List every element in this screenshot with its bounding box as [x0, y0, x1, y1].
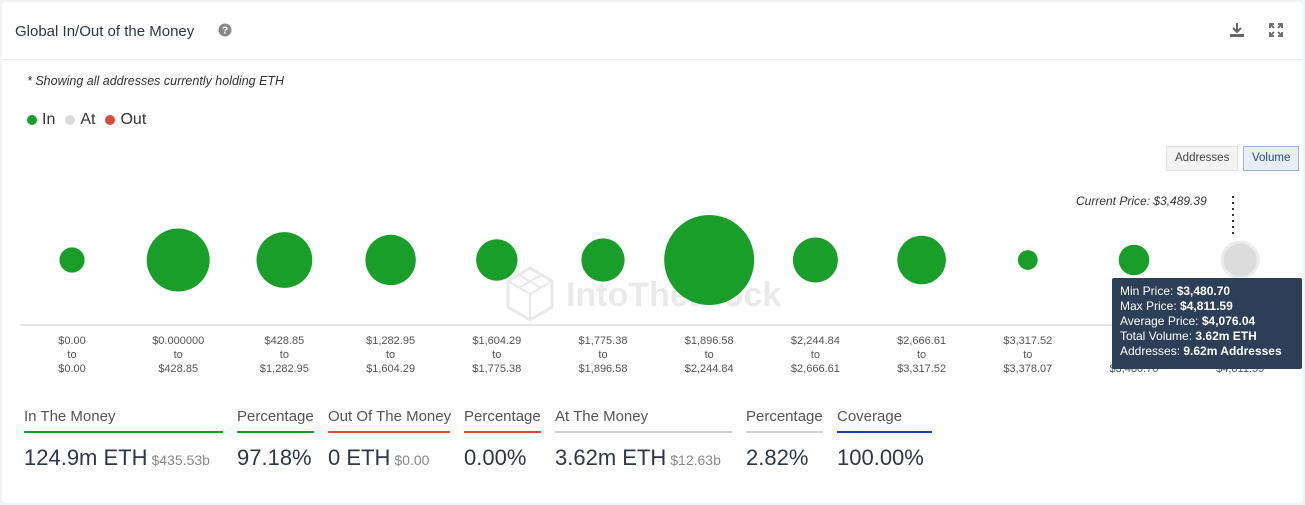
stat-value-main: 3.62m ETH — [555, 445, 667, 470]
svg-text:?: ? — [222, 26, 228, 37]
stat-label: At The Money — [555, 408, 732, 433]
bubble-11[interactable] — [1118, 244, 1150, 276]
stat-coverage: Coverage 100.00% — [837, 408, 932, 471]
volume-toggle-button[interactable]: Volume — [1243, 146, 1300, 171]
bubble-2[interactable] — [146, 228, 210, 292]
tick-label-6: $1,775.38 to $1,896.58 — [579, 335, 628, 375]
stat-value-main: 0 ETH — [328, 445, 391, 470]
tooltip-avg-value: $4,076.04 — [1201, 314, 1256, 328]
download-icon[interactable] — [1228, 21, 1246, 44]
stat-label: Out Of The Money — [328, 408, 451, 433]
tooltip-min-price-row: Min Price: $3,480.70 — [1120, 284, 1294, 299]
tick-label-7: $1,896.58 to $2,244.84 — [685, 335, 734, 375]
tick-label-2: $0.000000 to $428.85 — [152, 335, 204, 375]
stat-at-the-money: At The Money 3.62m ETH $12.63b — [555, 408, 732, 471]
card-header: Global In/Out of the Money ? — [2, 2, 1303, 60]
legend-item-out[interactable]: Out — [105, 111, 146, 129]
tooltip-volume-row: Total Volume: 3.62m ETH — [1120, 329, 1294, 344]
question-circle-icon[interactable]: ? — [218, 23, 232, 42]
tooltip-max-label: Max Price: — [1120, 299, 1177, 313]
bubble-1[interactable] — [59, 247, 85, 273]
tooltip-avg-label: Average Price: — [1120, 314, 1199, 328]
bubbles-group — [59, 215, 1260, 305]
stat-value-main: 124.9m ETH — [24, 445, 148, 470]
stat-in-the-money: In The Money 124.9m ETH $435.53b — [24, 408, 223, 471]
tooltip-min-value: $3,480.70 — [1176, 284, 1231, 298]
stat-value: 0 ETH $0.00 — [328, 445, 450, 471]
stat-value: 3.62m ETH $12.63b — [555, 445, 732, 471]
legend-label-out: Out — [120, 111, 147, 128]
bubble-tooltip: Min Price: $3,480.70 Max Price: $4,811.5… — [1112, 278, 1302, 369]
tick-label-10: $3,317.52 to $3,378.07 — [1003, 335, 1052, 375]
tooltip-volume-value: 3.62m ETH — [1195, 329, 1257, 343]
tooltip-addresses-value: 9.62m Addresses — [1183, 344, 1282, 358]
legend-label-in: In — [42, 111, 56, 128]
legend-dot-in — [27, 115, 37, 125]
legend: In At Out — [27, 111, 146, 129]
stat-value: 100.00% — [837, 445, 924, 470]
tooltip-addresses-label: Addresses: — [1120, 344, 1181, 358]
stat-value: 0.00% — [464, 445, 527, 470]
tick-label-5: $1,604.29 to $1,775.38 — [472, 335, 521, 375]
legend-dot-at — [65, 115, 76, 125]
tooltip-addresses-row: Addresses: 9.62m Addresses — [1120, 344, 1294, 359]
stat-out-of-the-money: Out Of The Money 0 ETH $0.00 — [328, 408, 451, 471]
stat-value: 97.18% — [237, 445, 312, 470]
bubble-3[interactable] — [256, 232, 313, 288]
legend-item-at[interactable]: At — [65, 111, 95, 129]
tick-labels-group: $0.00 to $0.00 $0.000000 to $428.85 $428.85 to $… — [58, 335, 1264, 375]
stat-label: Coverage — [837, 408, 932, 433]
stat-value-sub: $12.63b — [670, 452, 721, 468]
stat-out-percentage: Percentage 0.00% — [464, 408, 541, 471]
legend-label-at: At — [80, 111, 96, 128]
stat-value-sub: $435.53b — [151, 452, 210, 468]
card-title: Global In/Out of the Money — [15, 23, 195, 40]
bubble-chart: IntoTheBlock $0.00 to $0.00$0.000000 to $428… — [20, 196, 1301, 375]
stat-label: Percentage — [746, 408, 823, 433]
stat-label: Percentage — [464, 408, 541, 433]
stat-value-sub: $0.00 — [394, 452, 430, 468]
stat-at-percentage: Percentage 2.82% — [746, 408, 823, 471]
expand-icon[interactable] — [1268, 22, 1284, 43]
tooltip-max-value: $4,811.59 — [1180, 299, 1233, 313]
legend-dot-out — [105, 115, 116, 125]
bubble-6[interactable] — [581, 238, 625, 282]
bubble-12[interactable] — [1220, 240, 1260, 280]
stat-label: Percentage — [237, 408, 314, 433]
tooltip-min-label: Min Price: — [1120, 284, 1174, 298]
bubble-4[interactable] — [365, 234, 416, 286]
legend-item-in[interactable]: In — [27, 111, 55, 129]
tooltip-max-price-row: Max Price: $4,811.59 — [1120, 299, 1294, 314]
bubble-8[interactable] — [792, 237, 838, 283]
current-price-label: Current Price: $3,489.39 — [1076, 194, 1207, 208]
addresses-toggle-button[interactable]: Addresses — [1166, 146, 1239, 171]
tick-label-3: $428.85 to $1,282.95 — [260, 335, 309, 375]
bubble-9[interactable] — [897, 235, 946, 285]
bubble-7[interactable] — [664, 215, 755, 305]
tick-label-4: $1,282.95 to $1,604.29 — [366, 335, 415, 375]
tooltip-avg-price-row: Average Price: $4,076.04 — [1120, 314, 1294, 329]
tooltip-volume-label: Total Volume: — [1120, 329, 1193, 343]
stat-in-percentage: Percentage 97.18% — [237, 408, 314, 471]
stat-value: 124.9m ETH $435.53b — [24, 445, 223, 471]
bubble-5[interactable] — [476, 239, 518, 281]
stat-label: In The Money — [24, 408, 223, 433]
tick-label-1: $0.00 to $0.00 — [58, 335, 86, 375]
stat-value: 2.82% — [746, 445, 809, 470]
tick-label-8: $2,244.84 to $2,666.61 — [791, 335, 840, 375]
tick-label-9: $2,666.61 to $3,317.52 — [897, 335, 946, 375]
holding-note: * Showing all addresses currently holdin… — [27, 74, 285, 88]
bubble-10[interactable] — [1017, 250, 1038, 270]
